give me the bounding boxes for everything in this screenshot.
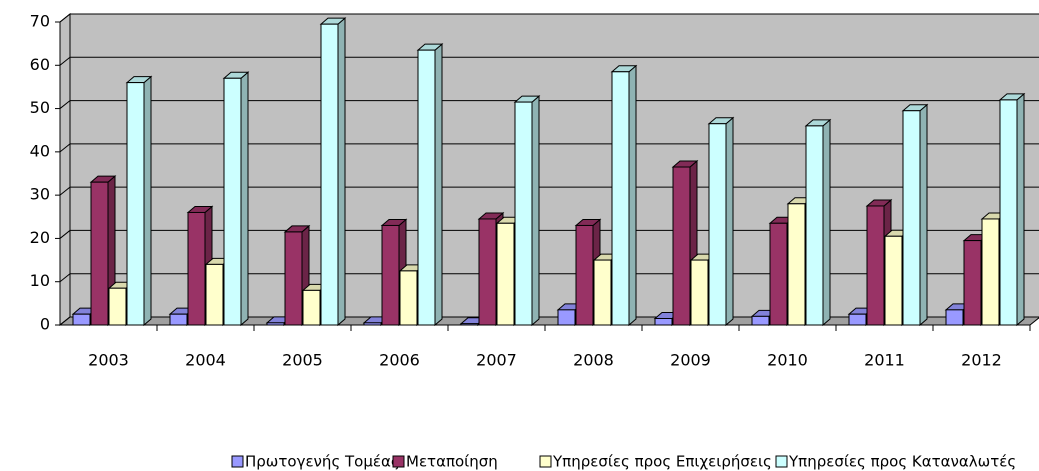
bar (866, 205, 885, 326)
legend-label: Υπηρεσίες προς Καταναλωτές (788, 453, 1016, 471)
bar (884, 235, 903, 326)
x-tick-label: 2010 (767, 351, 808, 370)
bar (108, 287, 127, 326)
x-tick-label: 2006 (379, 351, 420, 370)
y-tick-label: 30 (30, 185, 50, 204)
bar (169, 313, 188, 326)
bar (496, 222, 515, 326)
bar (654, 318, 673, 326)
bar (223, 77, 242, 326)
bar (557, 309, 576, 326)
legend-swatch (392, 455, 405, 468)
y-tick-label: 40 (30, 141, 50, 160)
bar-side (919, 103, 928, 327)
bar (90, 181, 109, 326)
grid-line (59, 13, 1039, 23)
x-tick-label: 2005 (282, 351, 323, 370)
bar (575, 224, 594, 326)
bar-side (531, 94, 540, 327)
bar (593, 259, 612, 326)
y-tick-label: 50 (30, 98, 50, 117)
bar (963, 240, 982, 326)
bar (205, 263, 224, 326)
bar (399, 270, 418, 326)
bar (514, 101, 533, 326)
bar (672, 166, 691, 326)
bar (284, 231, 303, 326)
bar (187, 211, 206, 326)
y-tick-label: 20 (30, 228, 50, 247)
x-tick-label: 2011 (864, 351, 905, 370)
bar-side (725, 116, 734, 327)
bar (769, 222, 788, 326)
y-tick-label: 0 (40, 315, 50, 334)
x-tick-label: 2007 (476, 351, 517, 370)
bar (999, 99, 1018, 326)
bar-side (337, 17, 346, 327)
x-tick-label: 2012 (961, 351, 1002, 370)
bar (787, 203, 806, 326)
bar-side (1016, 92, 1025, 327)
y-tick-label: 60 (30, 55, 50, 74)
legend-swatch (775, 455, 788, 468)
bar (902, 110, 921, 326)
x-tick-label: 2003 (88, 351, 129, 370)
legend-swatch (231, 455, 244, 468)
bar (381, 224, 400, 326)
bar (363, 322, 382, 326)
bar (690, 259, 709, 326)
bar (266, 322, 285, 326)
legend-label: Πρωτογενής Τομέας (245, 453, 400, 471)
bar (302, 289, 321, 326)
legend-label: Υπηρεσίες προς Επιχειρήσεις (552, 453, 772, 471)
grid-line (59, 100, 1039, 109)
bar (126, 82, 145, 326)
bar (417, 49, 436, 326)
bar-side (628, 64, 637, 327)
x-tick-label: 2004 (185, 351, 226, 370)
bar (708, 123, 727, 326)
legend-label: Μεταποίηση (406, 453, 498, 471)
grid-line (59, 56, 1039, 66)
y-tick-label: 70 (30, 12, 50, 31)
bar (460, 323, 479, 326)
bar (751, 315, 770, 326)
x-tick-label: 2008 (573, 351, 614, 370)
bar (478, 218, 497, 326)
x-tick-label: 2009 (670, 351, 711, 370)
y-tick-label: 10 (30, 271, 50, 290)
bar (805, 125, 824, 326)
bar (320, 23, 339, 326)
bar (848, 313, 867, 326)
legend-swatch (539, 455, 552, 468)
bar (611, 71, 630, 326)
bar (72, 313, 91, 326)
bar-side (822, 118, 831, 327)
bar-side (143, 75, 152, 327)
bar-side (434, 43, 443, 327)
bar (945, 309, 964, 326)
bar-side (240, 71, 249, 327)
bar (981, 218, 1000, 326)
